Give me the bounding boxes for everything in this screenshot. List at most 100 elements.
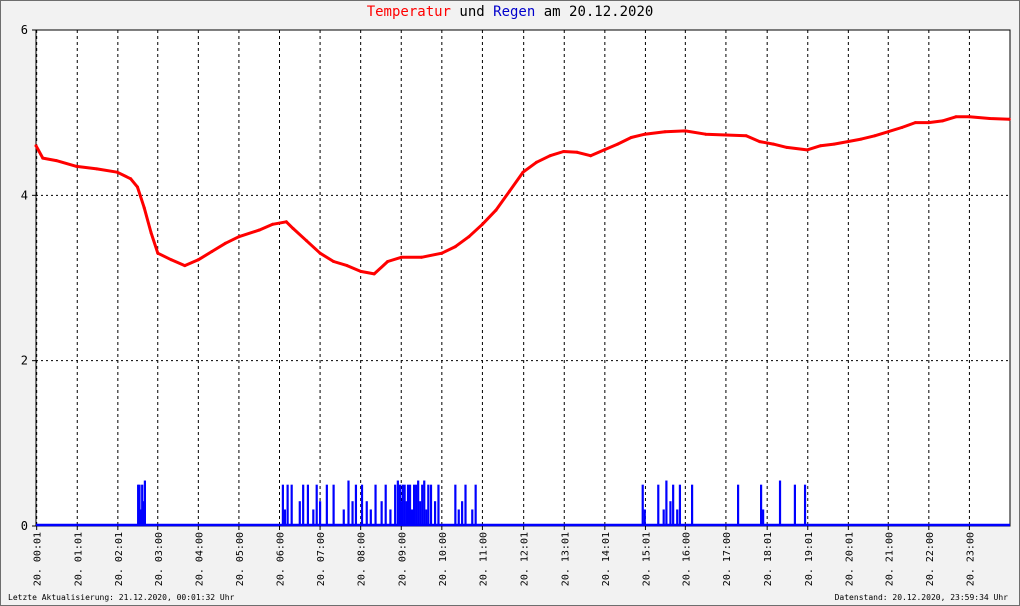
temperature-point (704, 132, 708, 136)
temperature-point (758, 140, 762, 144)
grid (36, 30, 1010, 526)
temperature-point (359, 269, 363, 273)
temperature-point (859, 137, 863, 141)
temperature-point (129, 177, 133, 181)
temperature-point (988, 117, 992, 120)
x-tick-label: 20. 06:00 (276, 532, 287, 586)
temperature-point (291, 226, 295, 230)
y-tick-label: 4 (21, 188, 28, 202)
temperature-point (149, 231, 153, 234)
temperature-point (954, 115, 958, 119)
footer-data-status: Datenstand: 20.12.2020, 23:59:34 Uhr (834, 593, 1008, 602)
temperature-point (196, 258, 200, 262)
x-tick-label: 20. 18:01 (763, 532, 774, 586)
temperature-point (54, 159, 58, 163)
temperature-point (34, 144, 38, 148)
x-tick-label: 20. 07:00 (316, 532, 327, 586)
temperature-point (386, 260, 390, 263)
temperature-point (575, 150, 579, 154)
x-tick-label: 20. 05:00 (235, 532, 246, 586)
temperature-point (967, 115, 971, 119)
temperature-point (508, 189, 511, 193)
temperature-point (480, 222, 484, 226)
temperature-point (95, 167, 99, 171)
temperature-point (257, 228, 261, 232)
x-tick-label: 20. 01:01 (73, 532, 84, 586)
temperature-point (616, 142, 620, 146)
x-tick-label: 20. 10:00 (438, 532, 449, 586)
title-date: am 20.12.2020 (535, 4, 654, 20)
temperature-point (305, 239, 309, 243)
temperature-point (900, 126, 904, 129)
temperature-point (271, 222, 275, 226)
title-und: und (450, 4, 494, 20)
temperature-point (1007, 117, 1011, 121)
temperature-point (744, 134, 748, 138)
temperature-point (142, 206, 146, 210)
x-tick-label: 20. 23:00 (965, 532, 976, 586)
x-tick-label: 20. 16:00 (681, 532, 692, 586)
temperature-point (785, 145, 789, 149)
temperature-point (169, 258, 173, 262)
temperature-point (663, 130, 667, 134)
x-tick-label: 20. 12:01 (520, 532, 531, 586)
x-tick-label: 20. 14:01 (601, 532, 612, 586)
x-tick-label: 20. 22:00 (925, 532, 936, 586)
y-tick-label: 2 (21, 354, 28, 368)
x-tick-label: 20. 11:00 (478, 532, 489, 586)
temperature-point (494, 208, 498, 212)
x-tick-label: 20. 20:01 (844, 532, 855, 586)
temperature-point (318, 251, 322, 255)
temperature-point (183, 264, 187, 268)
title-rain: Regen (493, 4, 536, 20)
temperature-point (284, 220, 288, 224)
temperature-point (548, 154, 552, 158)
temperature-point (440, 251, 444, 255)
temperature-point (223, 241, 227, 245)
footer-last-update: Letzte Aktualisierung: 21.12.2020, 00:01… (8, 593, 235, 602)
title-temperature: Temperatur (366, 4, 451, 20)
temperature-point (913, 121, 917, 125)
temperature-point (683, 129, 687, 133)
temperature-point (372, 272, 376, 276)
y-tick-label: 6 (21, 23, 28, 37)
temperature-point (453, 245, 457, 249)
temperature-point (724, 133, 728, 137)
x-tick-label: 20. 02:01 (114, 532, 125, 586)
x-tick-label: 20. 04:00 (194, 532, 205, 586)
temperature-point (927, 121, 931, 125)
temperature-point (535, 160, 538, 164)
temperature-point (237, 235, 241, 239)
plot-area (35, 29, 1011, 527)
series-rain (36, 480, 1010, 527)
x-tick-label: 20. 03:00 (154, 532, 165, 586)
series-temperature (34, 115, 1011, 276)
temperature-point (832, 142, 836, 146)
temperature-point (115, 170, 119, 174)
x-tick-label: 20. 19:01 (804, 532, 815, 586)
temperature-point (589, 154, 593, 158)
temperature-point (886, 130, 890, 134)
x-tick-label: 20. 15:01 (641, 532, 652, 586)
y-tick-label: 0 (21, 519, 28, 533)
temperature-point (846, 140, 850, 144)
temperature-point (819, 144, 823, 148)
temperature-point (562, 150, 566, 153)
temperature-point (521, 170, 525, 174)
temperature-point (75, 164, 79, 168)
temperature-point (345, 264, 349, 268)
x-tick-label: 20. 13:01 (560, 532, 571, 586)
temperature-point (420, 255, 423, 259)
temperature-point (602, 148, 606, 152)
axes: 0 2 4 6 20. 00:01 20. 01:01 20. 02:01 20. 03:00… (21, 23, 977, 586)
x-tick-label: 20. 17:00 (722, 532, 733, 586)
temperature-point (940, 119, 944, 123)
chart-title: Temperatur und Regen am 20.12.2020 (0, 4, 1020, 20)
temperature-point (467, 235, 471, 239)
temperature-point (41, 156, 45, 160)
temperature-point (643, 132, 647, 136)
temperature-point (332, 260, 336, 263)
temperature-point (873, 134, 877, 138)
temperature-point (156, 251, 160, 255)
